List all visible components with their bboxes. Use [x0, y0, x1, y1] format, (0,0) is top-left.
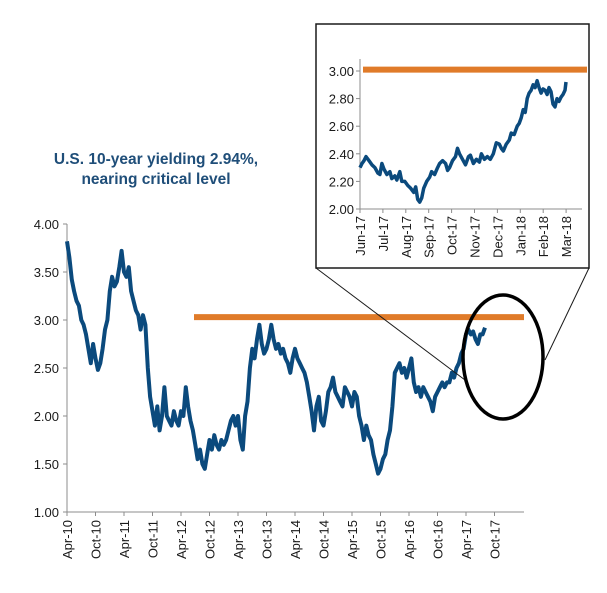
x-tick-label: Apr-12	[174, 520, 189, 559]
inset-y-tick-label: 2.80	[329, 92, 354, 107]
connector-line-right	[544, 267, 590, 361]
x-tick-label: Apr-10	[60, 520, 75, 559]
chart-title-line-1: U.S. 10-year yielding 2.94%,	[53, 151, 259, 168]
inset-y-tick-label: 3.00	[329, 64, 354, 79]
yield-series-line	[65, 241, 487, 476]
x-tick-label: Oct-12	[203, 520, 218, 559]
x-tick-label: Oct-15	[374, 520, 389, 559]
inset-x-tick-label: Mar-18	[559, 216, 574, 257]
inset-y-tick-label: 2.40	[329, 147, 354, 162]
inset-x-tick-label: Oct-17	[445, 216, 460, 255]
x-tick-label: Apr-13	[231, 520, 246, 559]
chart-title-line-2: nearing critical level	[81, 171, 231, 188]
inset-frame	[315, 23, 590, 269]
connector-line-left	[315, 267, 466, 381]
y-tick-label: 4.00	[34, 217, 59, 232]
inset-x-tick-label: Feb-18	[536, 216, 551, 257]
inset-x-tick-label: Aug-17	[399, 216, 414, 258]
x-tick-label: Oct-17	[488, 520, 503, 559]
inset-yield-series-line	[358, 78, 568, 204]
x-tick-label: Oct-16	[431, 520, 446, 559]
inset-y-tick-label: 2.60	[329, 119, 354, 134]
x-tick-label: Oct-11	[146, 520, 161, 558]
inset-x-tick-label: Jan-18	[513, 216, 528, 256]
inset-y-tick-label: 2.00	[329, 202, 354, 217]
highlight-ellipse	[461, 293, 545, 421]
x-tick-label: Apr-16	[402, 520, 417, 559]
chart-title: U.S. 10-year yielding 2.94%, nearing cri…	[30, 150, 282, 190]
inset-x-tick-label: Jul-17	[376, 216, 391, 251]
y-tick-label: 2.50	[34, 361, 59, 376]
y-tick-label: 3.50	[34, 265, 59, 280]
y-tick-label: 3.00	[34, 313, 59, 328]
y-tick-label: 1.00	[34, 505, 59, 520]
inset-x-tick-label: Dec-17	[490, 216, 505, 258]
inset-x-tick-label: Jun-17	[353, 216, 368, 256]
x-tick-label: Oct-13	[260, 520, 275, 559]
x-tick-label: Oct-14	[317, 520, 332, 559]
y-tick-label: 1.50	[34, 457, 59, 472]
x-tick-label: Apr-11	[117, 520, 132, 558]
inset-x-tick-label: Sep-17	[422, 216, 437, 258]
zoom-callout	[315, 267, 590, 421]
y-tick-label: 2.00	[34, 409, 59, 424]
x-tick-label: Apr-15	[345, 520, 360, 559]
x-tick-label: Apr-17	[459, 520, 474, 559]
inset-x-tick-label: Nov-17	[468, 216, 483, 258]
inset-y-tick-label: 2.20	[329, 174, 354, 189]
x-tick-label: Oct-10	[89, 520, 104, 559]
x-tick-label: Apr-14	[288, 520, 303, 559]
